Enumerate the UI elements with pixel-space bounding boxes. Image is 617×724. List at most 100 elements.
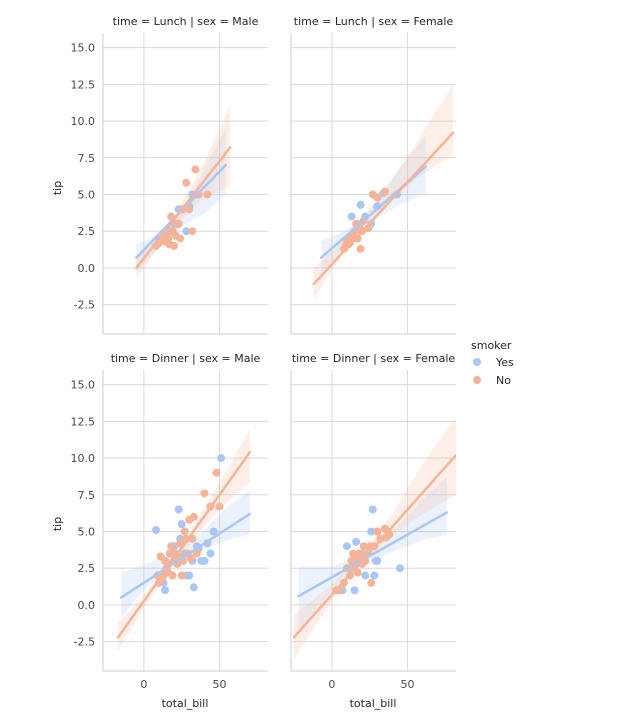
data-point-yes (217, 454, 226, 463)
data-point-no (215, 502, 224, 511)
panel-title: time = Lunch | sex = Female (294, 15, 454, 28)
data-point-yes (200, 556, 209, 565)
x-tick-label: 50 (401, 678, 415, 691)
y-tick-label: 12.5 (71, 78, 96, 91)
y-tick-label: 5.0 (78, 189, 96, 202)
data-point-yes (343, 542, 352, 551)
y-tick-label: 7.5 (78, 489, 96, 502)
data-point-no (165, 549, 174, 558)
data-point-yes (361, 571, 370, 580)
data-point-yes (367, 527, 376, 536)
data-point-yes (206, 549, 215, 558)
facet-panel: time = Dinner | sex = Male -2.5 0.0 2.5 5.0 7… (71, 352, 268, 691)
x-tick-label: 0 (328, 678, 335, 691)
data-point-no (182, 178, 191, 187)
panel-title: time = Dinner | sex = Female (292, 352, 456, 365)
data-point-no (180, 527, 189, 536)
regression-line-no (312, 131, 455, 286)
y-tick-label: 2.5 (78, 562, 96, 575)
data-point-yes (174, 505, 183, 514)
confidence-band-no (294, 416, 456, 660)
data-point-no (191, 165, 200, 174)
x-tick-label: 0 (140, 678, 147, 691)
data-point-yes (347, 212, 356, 221)
x-axis-label-left: total_bill (162, 697, 209, 710)
facet-panel: time = Dinner | sex = Female 0 50 (290, 352, 456, 691)
legend-yes-label: Yes (495, 356, 514, 369)
y-axis-label-top: tip (51, 181, 64, 195)
legend-title: smoker (471, 339, 512, 352)
data-point-yes (352, 537, 361, 546)
y-tick-label: 2.5 (78, 225, 96, 238)
data-point-yes (370, 571, 379, 580)
data-point-no (373, 193, 382, 202)
panel-title: time = Dinner | sex = Male (111, 352, 261, 365)
y-axis-label-bottom: tip (51, 517, 64, 531)
y-tick-label: 5.0 (78, 526, 96, 539)
data-point-no (189, 512, 198, 521)
regression-line-yes (119, 512, 252, 599)
panel-title: time = Lunch | sex = Male (113, 15, 259, 28)
y-tick-label: -2.5 (74, 299, 95, 312)
data-point-no (185, 205, 194, 214)
panel-plot-area (135, 106, 232, 279)
data-point-no (170, 241, 179, 250)
data-point-no (373, 527, 382, 536)
data-point-yes (373, 556, 382, 565)
data-point-yes (395, 564, 404, 573)
data-point-no (355, 549, 364, 558)
legend-no-marker (473, 376, 481, 384)
data-point-no (188, 227, 197, 236)
data-point-no (186, 553, 195, 562)
regression-line-no (135, 146, 232, 270)
y-tick-label: 10.0 (71, 452, 96, 465)
panel-background (291, 33, 456, 334)
data-point-yes (350, 586, 359, 595)
y-tick-label: 0.0 (78, 599, 96, 612)
data-point-yes (151, 526, 160, 535)
regression-line-no (292, 453, 456, 639)
regression-line-no (116, 450, 252, 639)
panel-background (291, 370, 456, 671)
data-point-yes (189, 583, 198, 592)
data-point-yes (185, 571, 194, 580)
y-tick-label: 15.0 (71, 379, 96, 392)
data-point-no (168, 571, 177, 580)
legend-no-label: No (496, 374, 511, 387)
data-point-no (161, 556, 170, 565)
data-point-no (353, 568, 362, 577)
data-point-no (176, 234, 185, 243)
data-point-yes (209, 527, 218, 536)
data-point-yes (368, 505, 377, 514)
legend: smoker Yes No (471, 339, 514, 387)
data-point-no (212, 468, 221, 477)
confidence-band-no (136, 106, 231, 279)
data-point-no (367, 578, 376, 587)
facet-panel: time = Lunch | sex = Male -2.5 0.0 2.5 5.0 7.… (71, 15, 268, 335)
y-tick-label: 7.5 (78, 152, 96, 165)
data-point-no (203, 190, 212, 199)
panel-plot-area (116, 428, 252, 652)
data-point-yes (177, 520, 186, 529)
legend-yes-marker (473, 358, 481, 366)
y-tick-label: 0.0 (78, 262, 96, 275)
panel-plot-area (312, 84, 455, 301)
data-point-no (359, 542, 368, 551)
data-point-no (380, 187, 389, 196)
data-point-no (167, 542, 176, 551)
data-point-yes (161, 586, 170, 595)
data-point-no (200, 489, 209, 498)
x-tick-label: 50 (213, 678, 227, 691)
data-point-no (353, 234, 362, 243)
y-tick-label: -2.5 (74, 636, 95, 649)
y-tick-label: 10.0 (71, 115, 96, 128)
data-point-no (356, 244, 365, 253)
facet-panel: time = Lunch | sex = Female (290, 15, 456, 335)
y-tick-label: 15.0 (71, 42, 96, 55)
data-point-no (174, 219, 183, 228)
panel-plot-area (292, 416, 456, 660)
x-axis-label-right: total_bill (350, 697, 397, 710)
data-point-yes (356, 200, 365, 209)
y-tick-label: 12.5 (71, 415, 96, 428)
